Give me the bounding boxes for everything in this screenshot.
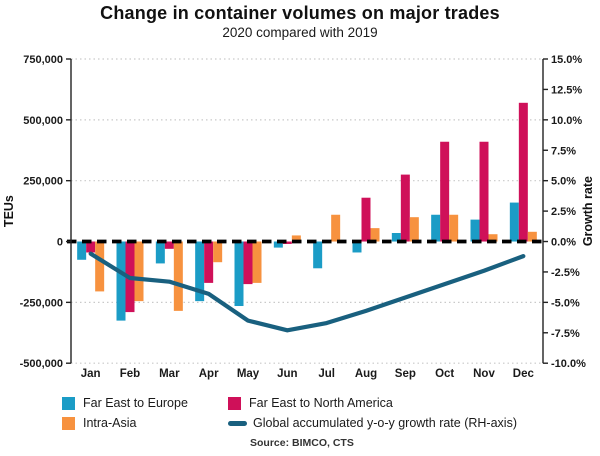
bar-far-east-to-europe-jul [313, 241, 323, 269]
x-tick-label-sep: Sep [395, 368, 416, 380]
bar-intra-asia-jun [291, 235, 301, 242]
y-left-tick-label: -500,000 [20, 358, 63, 370]
legend-label-intra-asia: Intra-Asia [83, 416, 137, 430]
x-tick-label-oct: Oct [435, 368, 454, 380]
y-right-axis: 15.0% 12.5% 10.0% 7.5% 5.0% 2.5% 0.0% -2.5% -5.0… [543, 54, 595, 370]
source-note: Source: BIMCO, CTS [250, 437, 354, 449]
legend-item-far-east-to-europe: Far East to Europe [62, 393, 188, 413]
x-tick-label-jun: Jun [277, 368, 297, 380]
x-tick-label-dec: Dec [513, 368, 535, 380]
far-east-to-europe-swatch [62, 396, 75, 410]
y-right-tick-label: 10.0% [551, 115, 582, 127]
bar-intra-asia-nov [488, 234, 498, 242]
x-tick-label-aug: Aug [355, 368, 377, 380]
legend-column-2: Far East to North America Global accumul… [228, 393, 517, 433]
bar-far-east-to-north-america-jun [282, 241, 292, 244]
y-left-tick-label: 500,000 [23, 115, 63, 127]
far-east-to-north-america-swatch [228, 396, 241, 410]
bar-intra-asia-sep [409, 217, 419, 242]
y-left-tick-label: 750,000 [23, 54, 63, 66]
bar-far-east-to-europe-aug [352, 241, 362, 253]
axes [70, 59, 544, 364]
y-left-tick-label: 0 [57, 237, 63, 249]
y-left-axis-title: TEUs [2, 195, 16, 227]
legend-column-1: Far East to Europe Intra-Asia [62, 393, 188, 433]
y-right-tick-label: -5.0% [551, 297, 580, 309]
bar-far-east-to-north-america-aug [361, 197, 371, 242]
legend-label-growth-rate: Global accumulated y-o-y growth rate (RH… [253, 416, 517, 430]
bar-far-east-to-europe-dec [509, 202, 519, 242]
bar-far-east-to-europe-jun [273, 241, 283, 248]
bar-intra-asia-dec [527, 231, 537, 242]
x-tick-label-feb: Feb [120, 368, 140, 380]
legend-label-far-east-to-north-america: Far East to North America [249, 396, 393, 410]
bar-far-east-to-europe-apr [195, 241, 205, 302]
y-left-axis: 750,000 500,000 250,000 0 -250,000 -500,000 TE… [2, 54, 71, 370]
bar-intra-asia-jan [95, 241, 105, 292]
bar-far-east-to-europe-mar [155, 241, 165, 264]
chart-subtitle: 2020 compared with 2019 [222, 25, 378, 40]
y-right-tick-label: -10.0% [551, 358, 586, 370]
legend-item-far-east-to-north-america: Far East to North America [228, 393, 517, 413]
intra-asia-swatch [62, 416, 75, 430]
bar-intra-asia-feb [134, 241, 144, 302]
bar-far-east-to-north-america-may [243, 241, 253, 285]
bars-far-east-to-europe [77, 202, 519, 321]
bar-far-east-to-north-america-mar [164, 241, 174, 249]
chart-title: Change in container volumes on major tra… [100, 3, 500, 23]
bar-intra-asia-mar [173, 241, 183, 311]
y-right-axis-title: Growth rate [581, 176, 595, 246]
y-right-tick-label: 0.0% [551, 237, 576, 249]
growth-rate-line [88, 251, 526, 333]
y-left-tick-label: -250,000 [20, 297, 63, 309]
y-right-tick-label: 2.5% [551, 206, 576, 218]
bar-far-east-to-north-america-sep [400, 174, 410, 242]
y-right-tick-label: 5.0% [551, 176, 576, 188]
gridlines [71, 58, 543, 364]
bar-far-east-to-north-america-jan [86, 241, 96, 253]
y-right-tick-label: 15.0% [551, 54, 582, 66]
bar-far-east-to-north-america-dec [518, 102, 528, 242]
bar-intra-asia-apr [213, 241, 223, 263]
y-right-tick-label: 7.5% [551, 145, 576, 157]
y-right-tick-label: -2.5% [551, 267, 580, 279]
bar-far-east-to-north-america-nov [479, 141, 489, 242]
bar-far-east-to-north-america-oct [440, 141, 450, 242]
bar-far-east-to-europe-jan [77, 241, 87, 260]
y-left-tick-label: 250,000 [23, 176, 63, 188]
growth-rate-line-swatch [228, 420, 247, 426]
bar-intra-asia-oct [449, 214, 459, 242]
x-tick-label-mar: Mar [159, 368, 180, 380]
bar-far-east-to-europe-feb [116, 241, 126, 321]
x-tick-label-jan: Jan [81, 368, 101, 380]
bar-intra-asia-aug [370, 228, 380, 242]
legend-item-growth-rate-line: Global accumulated y-o-y growth rate (RH… [228, 413, 517, 433]
bars-intra-asia [95, 214, 537, 311]
x-tick-label-apr: Apr [199, 368, 219, 380]
bar-far-east-to-europe-oct [431, 214, 441, 242]
x-axis-month-labels: Jan Feb Mar Apr May Jun Jul Aug Sep Oct Nov Dec [81, 368, 535, 380]
y-right-tick-label: 12.5% [551, 84, 582, 96]
bar-far-east-to-europe-sep [391, 233, 401, 242]
bar-far-east-to-north-america-apr [204, 241, 214, 283]
legend-item-intra-asia: Intra-Asia [62, 413, 188, 433]
bar-intra-asia-jul [331, 214, 341, 242]
legend-label-far-east-to-europe: Far East to Europe [83, 396, 188, 410]
x-tick-label-jul: Jul [318, 368, 335, 380]
y-right-tick-label: -7.5% [551, 328, 580, 340]
bar-intra-asia-may [252, 241, 262, 283]
x-tick-label-may: May [237, 368, 260, 380]
x-tick-label-nov: Nov [473, 368, 495, 380]
bar-far-east-to-europe-may [234, 241, 244, 307]
bar-far-east-to-europe-nov [470, 219, 480, 242]
